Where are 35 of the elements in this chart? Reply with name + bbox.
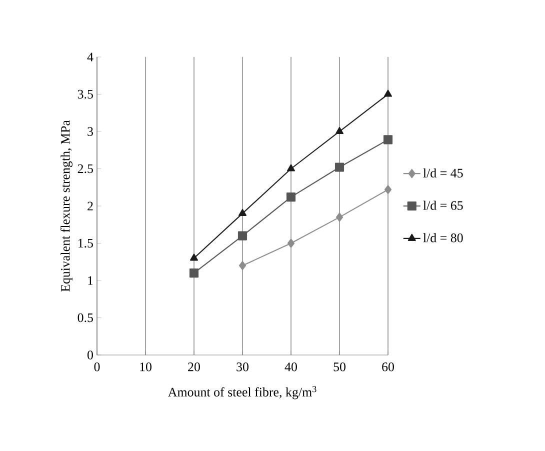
point [189,268,199,278]
x-tick-label: 0 [94,362,100,372]
point [190,254,198,261]
x-tick-label: 40 [284,362,297,372]
point [336,126,344,134]
y-tick-label: 1.5 [78,238,93,248]
x-tick-label: 50 [334,362,346,372]
x-tick-label: 30 [236,362,248,372]
x-tick-label: 20 [188,362,200,372]
legend-label: l/d = 65 [423,200,463,210]
y-tick-label: 4 [87,52,94,62]
point [287,164,296,172]
point [383,135,393,144]
y-tick-label: 3.5 [78,90,93,99]
point [287,238,295,248]
y-tick-label: 1 [88,276,93,285]
y-tick-label: 2 [88,202,93,210]
point [384,90,392,97]
y-tick-label: 0.5 [78,313,93,322]
point [238,261,246,270]
point [286,192,296,202]
x-tick-label: 10 [140,362,152,372]
point [384,185,392,194]
y-axis-title: Equivalent flexure strength, MPa [60,120,72,292]
point [238,231,248,240]
point [334,162,344,172]
legend-label: l/d = 80 [423,233,463,242]
point [336,212,344,222]
legend-label: l/d = 45 [423,168,463,178]
y-tick-label: 0 [88,350,93,360]
x-axis-title: Amount of steel fibre, kg/m$^{3}$ [168,386,316,400]
y-tick-label: 2.5 [78,164,93,174]
point [238,208,247,216]
x-tick-label: 60 [382,362,394,372]
y-tick-label: 3 [88,127,93,136]
